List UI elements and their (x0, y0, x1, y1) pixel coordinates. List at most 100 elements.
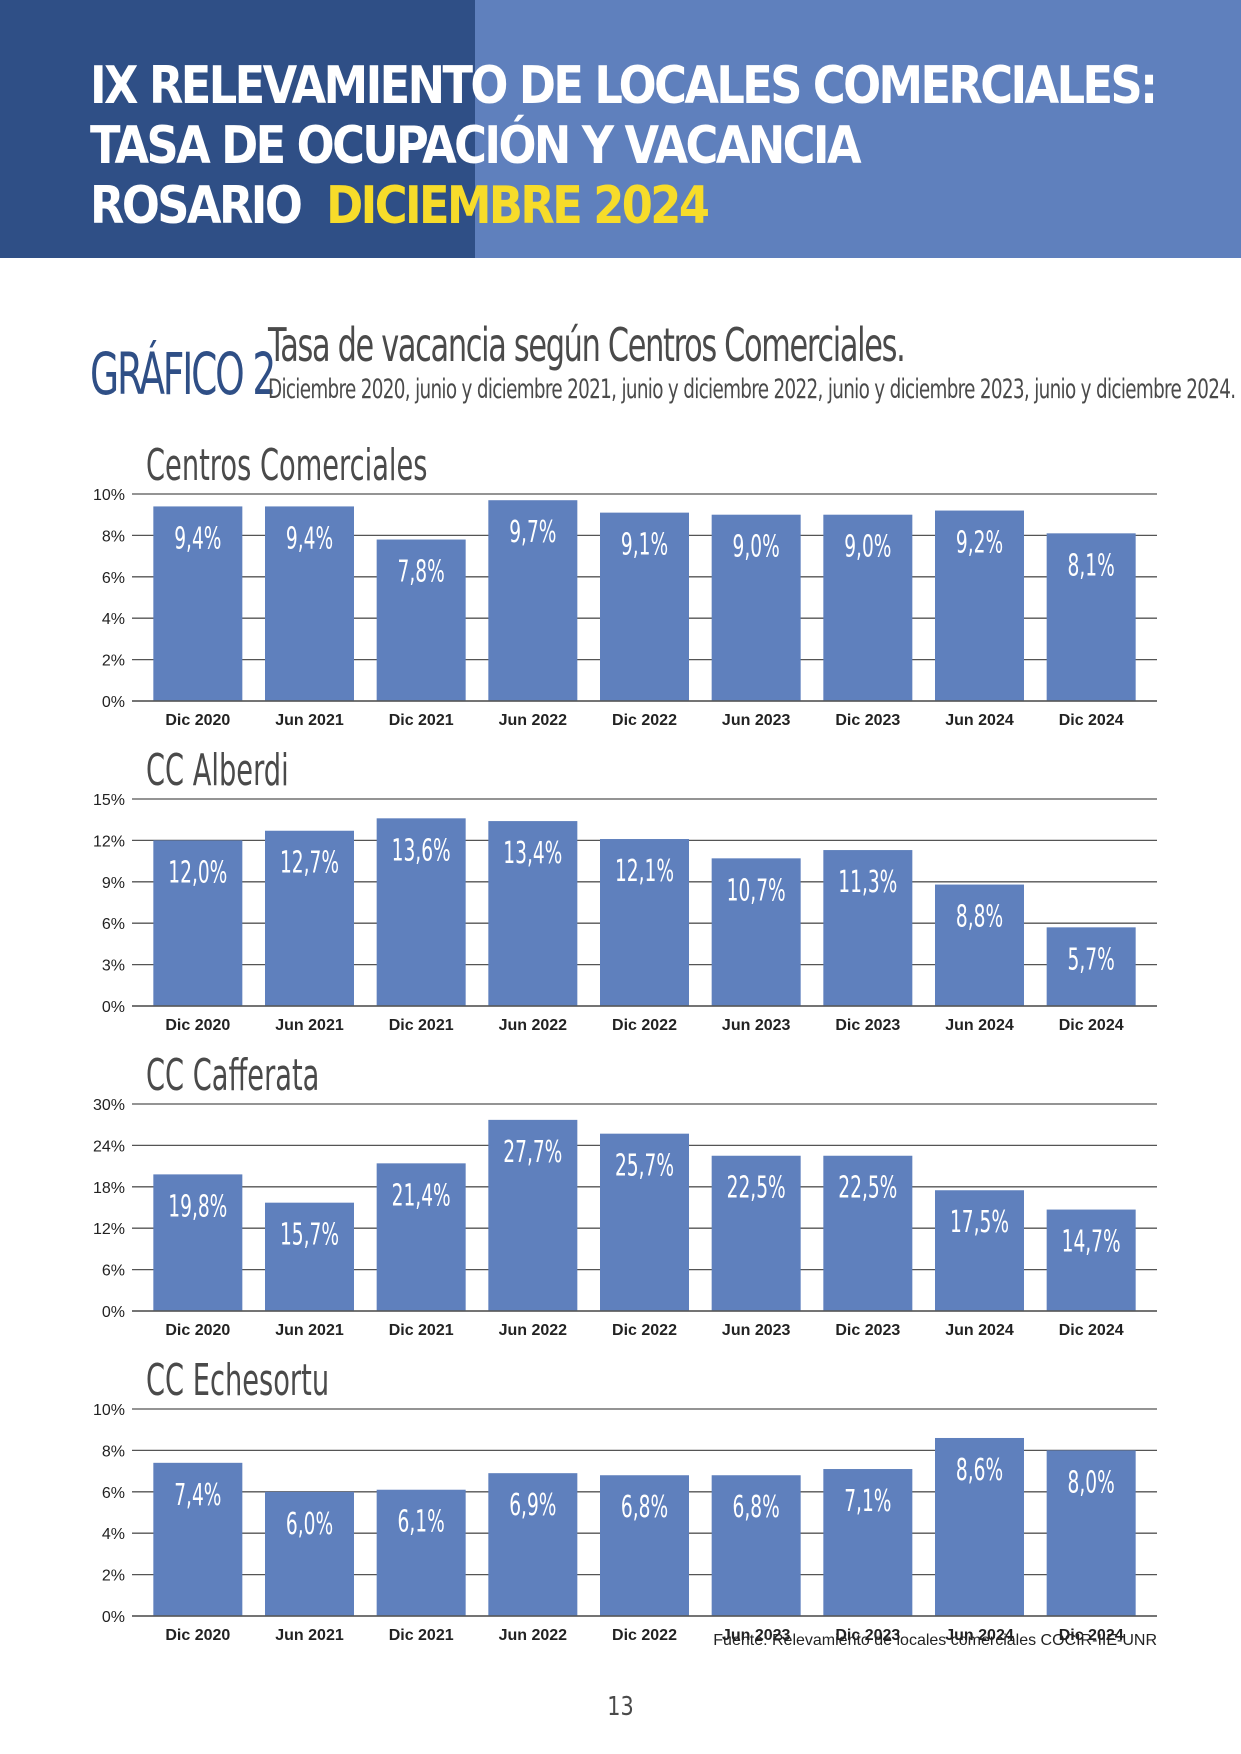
x-tick-label: Dic 2021 (389, 712, 454, 729)
header-title-line3: ROSARIO DICIEMBRE 2024 (90, 176, 1155, 236)
figure-subtitle: Diciembre 2020, junio y diciembre 2021, … (268, 374, 1241, 405)
y-tick-label: 18% (93, 1180, 125, 1197)
bar (823, 1155, 913, 1311)
data-label: 9,4% (286, 521, 333, 556)
data-label: 15,7% (280, 1217, 339, 1252)
x-tick-label: Dic 2020 (165, 1627, 230, 1644)
bar (488, 821, 578, 1006)
y-tick-label: 12% (93, 833, 125, 850)
x-tick-label: Dic 2023 (835, 1017, 900, 1034)
header-light-panel (475, 0, 1241, 258)
x-tick-label: Dic 2022 (612, 712, 677, 729)
bar (600, 1133, 689, 1311)
x-tick-label: Jun 2024 (945, 712, 1014, 729)
x-tick-label: Dic 2020 (165, 1017, 230, 1034)
y-tick-label: 6% (102, 1485, 125, 1502)
y-tick-label: 15% (93, 792, 125, 809)
page-number: 13 (607, 1692, 634, 1722)
data-label: 19,8% (168, 1189, 227, 1224)
y-tick-label: 2% (102, 1568, 125, 1585)
bar (376, 539, 466, 701)
y-tick-label: 0% (102, 694, 125, 711)
data-label: 6,1% (398, 1504, 445, 1539)
chart-cc-echesortu: CC Echesortu 0% 2% 4% 6% 8% 10% 7,4% Dic 2020 6,0… (93, 1354, 1157, 1644)
y-tick-label: 10% (93, 487, 125, 504)
bar (265, 506, 354, 701)
bar (600, 512, 689, 701)
figure-label: GRÁFICO 2 (90, 340, 276, 408)
bar (823, 850, 913, 1006)
data-label: 13,6% (392, 833, 451, 868)
y-tick-label: 0% (102, 1609, 125, 1626)
x-tick-label: Dic 2022 (612, 1627, 677, 1644)
data-label: 12,0% (168, 855, 227, 890)
y-tick-label: 3% (102, 958, 125, 975)
data-label: 22,5% (838, 1170, 897, 1205)
x-tick-label: Dic 2024 (1059, 1627, 1124, 1644)
bar (376, 818, 466, 1006)
y-tick-label: 12% (93, 1221, 125, 1238)
y-tick-label: 4% (102, 1526, 125, 1543)
bar (376, 1163, 466, 1311)
bar (1046, 1450, 1136, 1616)
data-label: 27,7% (503, 1134, 562, 1169)
x-tick-label: Jun 2022 (499, 1017, 568, 1034)
x-tick-label: Jun 2024 (945, 1627, 1014, 1644)
chart-title: CC Alberdi (146, 744, 289, 796)
data-label: 9,7% (509, 515, 556, 550)
y-tick-label: 8% (102, 1443, 125, 1460)
bar (265, 1202, 354, 1311)
y-tick-label: 8% (102, 528, 125, 545)
x-tick-label: Jun 2021 (275, 1017, 344, 1034)
header-city: ROSARIO (90, 176, 303, 236)
x-tick-label: Jun 2021 (275, 1322, 344, 1339)
bar (935, 1437, 1024, 1616)
data-label: 13,4% (503, 835, 562, 870)
x-tick-label: Jun 2023 (722, 1017, 791, 1034)
bar (153, 840, 243, 1006)
data-label: 8,6% (956, 1452, 1003, 1487)
bar (1046, 927, 1136, 1006)
data-label: 6,8% (733, 1490, 780, 1525)
y-tick-label: 10% (93, 1402, 125, 1419)
data-label: 9,0% (733, 529, 780, 564)
x-tick-label: Dic 2024 (1059, 712, 1124, 729)
bar (711, 514, 801, 701)
bar (600, 839, 689, 1006)
y-tick-label: 24% (93, 1138, 125, 1155)
x-tick-label: Dic 2023 (835, 1322, 900, 1339)
x-tick-label: Dic 2020 (165, 712, 230, 729)
x-tick-label: Jun 2024 (945, 1017, 1014, 1034)
y-tick-label: 0% (102, 999, 125, 1016)
x-tick-label: Dic 2021 (389, 1017, 454, 1034)
chart-title: Centros Comerciales (146, 439, 427, 491)
data-label: 8,0% (1068, 1465, 1115, 1500)
chart-title: CC Cafferata (146, 1049, 319, 1101)
header-title-line1: IX RELEVAMIENTO DE LOCALES COMERCIALES: (90, 56, 1158, 116)
x-tick-label: Dic 2024 (1059, 1322, 1124, 1339)
header-title: IX RELEVAMIENTO DE LOCALES COMERCIALES: … (90, 56, 1158, 236)
data-label: 7,1% (844, 1483, 891, 1518)
bar (935, 1190, 1024, 1311)
header-dark-panel (0, 0, 475, 258)
data-label: 21,4% (392, 1178, 451, 1213)
chart-cc-alberdi: CC Alberdi 0% 3% 6% 9% 12% 15% 12,0% Dic 2020 12,… (93, 744, 1157, 1034)
x-tick-label: Jun 2024 (945, 1322, 1014, 1339)
data-label: 14,7% (1062, 1224, 1121, 1259)
data-label: 9,1% (621, 527, 668, 562)
data-label: 9,4% (174, 521, 221, 556)
data-label: 9,2% (956, 525, 1003, 560)
bar (935, 884, 1024, 1006)
x-tick-label: Jun 2022 (499, 1322, 568, 1339)
bar (711, 1475, 801, 1616)
chart-centros-comerciales: Centros Comerciales 0% 2% 4% 6% 8% 10% 9,4% Dic … (93, 439, 1157, 729)
x-tick-label: Dic 2024 (1059, 1017, 1124, 1034)
data-label: 5,7% (1068, 942, 1115, 977)
bar (153, 1174, 243, 1311)
y-tick-label: 4% (102, 611, 125, 628)
bar (1046, 533, 1136, 701)
bar (935, 510, 1024, 701)
x-tick-label: Jun 2023 (722, 712, 791, 729)
y-tick-label: 6% (102, 916, 125, 933)
data-label: 8,8% (956, 899, 1003, 934)
